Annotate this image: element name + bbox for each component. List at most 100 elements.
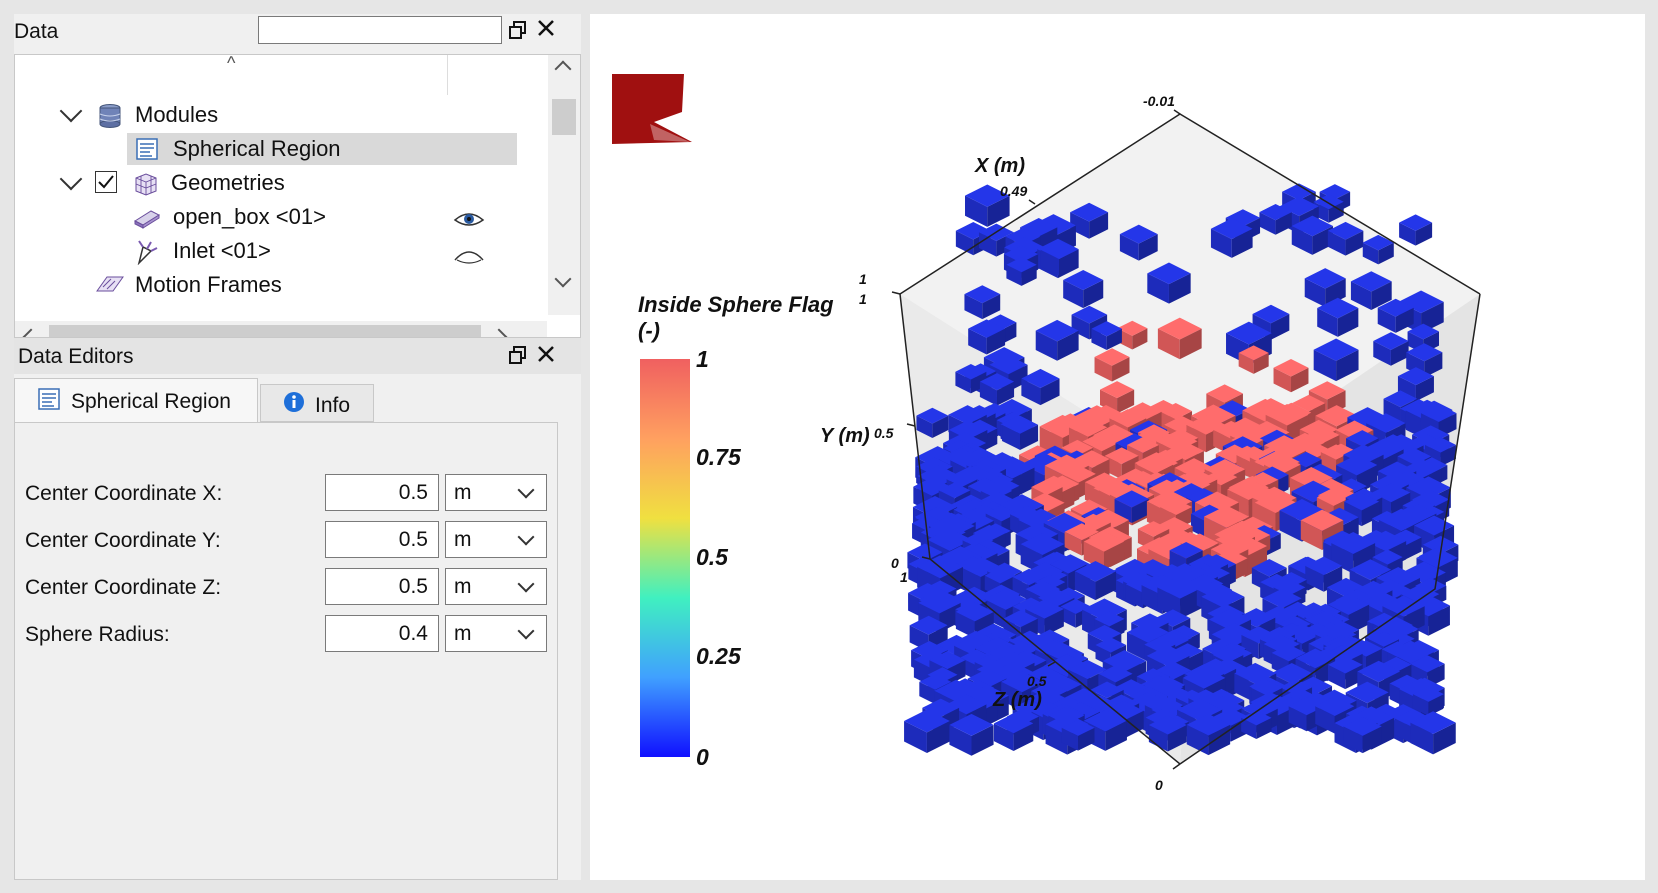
- tree-item-open-box[interactable]: open_box <01>: [131, 201, 511, 233]
- tree-item-label: open_box <01>: [173, 204, 326, 229]
- particle-cube: [1238, 345, 1269, 374]
- form-icon: [37, 387, 61, 416]
- y-tick-label: 0: [891, 555, 899, 571]
- particle-cube: [1327, 656, 1363, 690]
- center-z-input[interactable]: 0.5: [325, 568, 439, 605]
- particle-cube: [1317, 297, 1359, 337]
- y-tick-label: 0.5: [874, 425, 894, 441]
- particle-cube: [1412, 686, 1444, 716]
- tree-item-inlet[interactable]: Inlet <01>: [131, 235, 511, 267]
- particle-cube: [1273, 359, 1309, 393]
- z-tick-label: 0: [1155, 777, 1163, 793]
- data-editors-title: Data Editors: [18, 345, 134, 368]
- particle-cube: [1350, 271, 1392, 310]
- particle-cube: [1210, 218, 1253, 258]
- unit-value: m: [454, 528, 472, 551]
- field-label-center-z: Center Coordinate Z:: [25, 576, 222, 599]
- x-axis-label: X (m): [974, 155, 1025, 177]
- tab-label: Info: [315, 394, 351, 417]
- tree-item-geometries[interactable]: Geometries: [55, 167, 515, 199]
- center-z-unit-select[interactable]: m: [445, 568, 547, 605]
- scroll-thumb[interactable]: [552, 99, 576, 135]
- particle-cube: [949, 713, 994, 756]
- form-icon: [135, 137, 159, 170]
- tab-spherical-region[interactable]: Spherical Region: [14, 378, 258, 422]
- particle-cube: [1003, 609, 1038, 643]
- tree-vertical-scrollbar[interactable]: [548, 55, 580, 315]
- tree-item-label: Modules: [135, 102, 219, 127]
- particle-cube: [1083, 531, 1125, 570]
- chevron-down-icon: [517, 622, 535, 640]
- restore-window-icon[interactable]: [508, 20, 528, 44]
- tab-label: Spherical Region: [71, 390, 231, 413]
- sphere-radius-input[interactable]: 0.4: [325, 615, 439, 652]
- field-label-sphere-radius: Sphere Radius:: [25, 623, 170, 646]
- particle-cube: [1397, 367, 1434, 402]
- tree-item-modules[interactable]: Modules: [55, 99, 515, 131]
- particle-cube: [1099, 381, 1135, 414]
- center-x-input[interactable]: 0.5: [325, 474, 439, 511]
- center-y-unit-select[interactable]: m: [445, 521, 547, 558]
- tree-item-label: Motion Frames: [135, 272, 282, 297]
- data-search-input[interactable]: [258, 16, 502, 44]
- red-flag-logo: [610, 72, 694, 153]
- field-label-center-y: Center Coordinate Y:: [25, 529, 221, 552]
- eye-open-icon[interactable]: [453, 207, 485, 239]
- tree-item-spherical-region[interactable]: Spherical Region: [127, 133, 517, 165]
- tree-item-motion-frames[interactable]: Motion Frames: [93, 269, 493, 301]
- z-tick-label: 1: [900, 569, 908, 585]
- close-icon[interactable]: [536, 344, 556, 368]
- particle-cube: [1362, 234, 1394, 265]
- restore-window-icon[interactable]: [508, 345, 528, 369]
- particle-scene[interactable]: X (m) Y (m) Z (m) -0.01 0.49 1 1 0.5 0 1…: [590, 14, 1645, 880]
- y-axis-label: Y (m): [820, 425, 870, 447]
- colorbar-tick: 0.5: [696, 544, 728, 570]
- particle-cube: [904, 709, 950, 753]
- colorbar-title: Inside Sphere Flag: [638, 292, 834, 317]
- colorbar-tick: 0.75: [696, 444, 741, 470]
- chevron-down-icon[interactable]: [59, 167, 83, 191]
- 3d-viewport[interactable]: Inside Sphere Flag (-) 1 0.75 0.5 0.25 0…: [590, 14, 1645, 880]
- particle-cube: [1061, 719, 1095, 751]
- colorbar-tick: 0.25: [696, 643, 741, 669]
- data-editors-header: Data Editors: [14, 337, 581, 374]
- y-tick-label: 1: [859, 271, 867, 287]
- colorbar-tick: 1: [696, 346, 709, 372]
- z-tick-label: 0.5: [1027, 673, 1047, 689]
- particle-cube: [1074, 560, 1117, 601]
- particle-cube: [1006, 257, 1037, 286]
- colorbar-gradient: [640, 359, 690, 757]
- particle-cube: [1157, 317, 1202, 360]
- unit-value: m: [454, 481, 472, 504]
- particle-cube: [1399, 214, 1433, 246]
- particle-cube: [968, 319, 1006, 355]
- data-panel-title: Data: [14, 20, 59, 43]
- database-icon: [97, 103, 123, 138]
- eye-closed-icon[interactable]: [453, 243, 485, 275]
- chevron-down-icon[interactable]: [59, 99, 83, 123]
- unit-value: m: [454, 575, 472, 598]
- sphere-radius-unit-select[interactable]: m: [445, 615, 547, 652]
- particle-cube: [1091, 321, 1122, 351]
- colorbar-unit: (-): [638, 318, 660, 343]
- column-divider: [447, 55, 448, 95]
- tab-info[interactable]: Info: [260, 384, 374, 422]
- visibility-checkbox[interactable]: [95, 171, 117, 193]
- tree-item-label: Spherical Region: [173, 136, 341, 161]
- particle-cube: [1259, 204, 1292, 235]
- close-icon[interactable]: [536, 18, 556, 42]
- particle-cube: [1343, 716, 1382, 754]
- data-tree: ^ Modules Spherical Region G: [14, 54, 581, 354]
- editor-body: Center Coordinate X: 0.5 m Center Coordi…: [14, 422, 558, 880]
- inlet-icon: [133, 239, 159, 274]
- scroll-up-icon[interactable]: [554, 60, 572, 78]
- particle-cube: [1021, 368, 1060, 406]
- scroll-down-icon[interactable]: [554, 270, 572, 288]
- grid-cube-icon: [133, 171, 159, 206]
- center-x-unit-select[interactable]: m: [445, 474, 547, 511]
- chevron-down-icon: [517, 575, 535, 593]
- center-y-input[interactable]: 0.5: [325, 521, 439, 558]
- particle-cube: [1070, 202, 1109, 239]
- collapse-up-icon[interactable]: ^: [227, 54, 236, 73]
- unit-value: m: [454, 622, 472, 645]
